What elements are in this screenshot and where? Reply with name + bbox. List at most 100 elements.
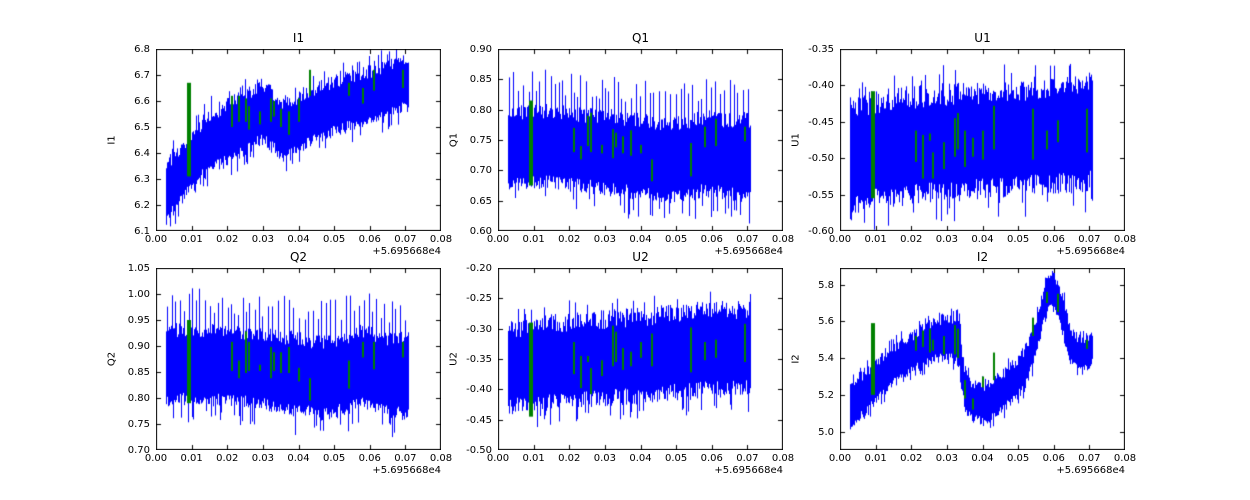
y-tick-label: 0.90 <box>469 44 492 55</box>
y-tick-label: 1.05 <box>127 263 150 274</box>
x-tick-label: 0.02 <box>900 453 923 464</box>
subplot-title-i2: I2 <box>976 250 989 264</box>
y-tick-label: -0.30 <box>466 323 492 335</box>
y-tick-label: 0.70 <box>469 165 492 177</box>
x-tick-label: 0.06 <box>1042 234 1065 245</box>
x-tick-label: 0.04 <box>971 453 994 464</box>
y-tick-label: -0.40 <box>466 384 492 396</box>
x-axis-offset-label: +5.695668e4 <box>1056 246 1125 257</box>
x-tick-label: 0.06 <box>1042 453 1065 464</box>
x-axis-offset-label: +5.695668e4 <box>372 246 441 257</box>
x-tick-label: 0.08 <box>1113 234 1137 245</box>
x-tick-label: 0.03 <box>593 234 616 245</box>
x-tick-label: 0.03 <box>593 453 616 464</box>
x-tick-label: 0.00 <box>828 453 852 464</box>
x-tick-label: 0.01 <box>864 234 887 245</box>
subplot-u2: U2 U2 +5.695668e4 0.00 0.01 0.02 0.03 0.04 0.… <box>449 250 795 476</box>
y-tick-label: -0.35 <box>466 354 492 365</box>
x-tick-label: 0.01 <box>864 453 887 464</box>
x-axis-offset-label: +5.695668e4 <box>372 465 441 476</box>
x-tick-label: 0.00 <box>486 234 510 245</box>
y-tick-label: 6.5 <box>134 122 150 133</box>
x-tick-label: 0.02 <box>216 234 239 245</box>
x-tick-label: 0.07 <box>1078 453 1101 464</box>
subplot-title-u1: U1 <box>974 31 991 45</box>
subplot-q1: Q1 Q1 +5.695668e4 0.00 0.01 0.02 0.03 0.04 0.… <box>449 31 795 257</box>
x-tick-label: 0.05 <box>322 453 346 464</box>
y-tick-label: -0.45 <box>808 116 834 128</box>
x-tick-label: 0.00 <box>828 234 852 245</box>
x-tick-label: 0.08 <box>771 234 795 245</box>
x-axis-offset-label: +5.695668e4 <box>714 246 783 257</box>
y-tick-label: -0.20 <box>466 263 492 274</box>
x-tick-label: 0.03 <box>935 234 958 245</box>
x-tick-label: 0.02 <box>558 453 581 464</box>
x-tick-label: 0.05 <box>1006 453 1030 464</box>
y-tick-label: 0.60 <box>469 226 492 237</box>
y-tick-label: 0.70 <box>127 445 150 456</box>
y-tick-label: 5.4 <box>818 353 834 365</box>
x-tick-label: 0.06 <box>358 234 381 245</box>
y-tick-label: 6.6 <box>134 96 150 107</box>
x-tick-label: 0.08 <box>429 234 453 245</box>
y-tick-label: 0.85 <box>469 74 492 86</box>
x-tick-label: 0.01 <box>522 453 545 464</box>
y-tick-label: 0.95 <box>127 315 150 326</box>
plot-canvas-i2 <box>840 268 1125 450</box>
y-tick-label: 5.0 <box>818 426 834 438</box>
y-tick-label: 6.2 <box>134 200 150 211</box>
x-tick-label: 0.00 <box>486 453 510 464</box>
subplot-title-q1: Q1 <box>631 31 650 45</box>
x-tick-label: 0.03 <box>251 453 274 464</box>
y-tick-label: 5.8 <box>818 279 834 291</box>
y-tick-label: 0.80 <box>127 393 150 404</box>
y-axis-label-q2: Q2 <box>106 351 118 367</box>
y-tick-label: 0.65 <box>469 195 492 207</box>
x-axis-offset-label: +5.695668e4 <box>1056 465 1125 476</box>
x-tick-label: 0.05 <box>322 234 346 245</box>
subplot-title-u2: U2 <box>632 250 649 264</box>
plot-canvas-q2 <box>156 268 441 450</box>
subplot-i1: I1 I1 +5.695668e4 0.00 0.01 0.02 0.03 0.04 0.… <box>107 31 453 257</box>
x-tick-label: 0.08 <box>771 453 795 464</box>
x-tick-label: 0.01 <box>180 453 203 464</box>
x-tick-label: 0.03 <box>935 453 958 464</box>
y-tick-label: -0.25 <box>466 293 492 305</box>
x-tick-label: 0.07 <box>1078 234 1101 245</box>
plot-canvas-u2 <box>498 268 783 450</box>
y-tick-label: 0.85 <box>127 367 150 378</box>
x-tick-label: 0.05 <box>1006 234 1030 245</box>
y-tick-label: 0.90 <box>127 341 150 352</box>
y-tick-label: 5.6 <box>818 316 834 328</box>
x-tick-label: 0.07 <box>394 453 417 464</box>
x-tick-label: 0.04 <box>629 234 652 245</box>
y-tick-label: 6.4 <box>134 148 150 159</box>
x-tick-label: 0.02 <box>900 234 923 245</box>
x-tick-label: 0.02 <box>216 453 239 464</box>
x-tick-label: 0.07 <box>394 234 417 245</box>
x-tick-label: 0.04 <box>287 234 310 245</box>
y-tick-label: 1.00 <box>127 289 150 300</box>
x-tick-label: 0.02 <box>558 234 581 245</box>
plot-canvas-q1 <box>498 49 783 231</box>
x-tick-label: 0.04 <box>971 234 994 245</box>
y-tick-label: -0.40 <box>808 80 834 92</box>
x-tick-label: 0.07 <box>736 453 759 464</box>
x-tick-label: 0.01 <box>180 234 203 245</box>
x-tick-label: 0.08 <box>1113 453 1137 464</box>
y-tick-label: 6.7 <box>134 70 150 81</box>
x-tick-label: 0.05 <box>664 453 688 464</box>
x-tick-label: 0.07 <box>736 234 759 245</box>
y-tick-label: 0.80 <box>469 104 492 116</box>
y-axis-label-i1: I1 <box>106 135 118 145</box>
x-tick-label: 0.04 <box>287 453 310 464</box>
y-tick-label: 6.1 <box>134 226 150 237</box>
x-tick-label: 0.06 <box>700 453 723 464</box>
y-tick-label: 6.3 <box>134 174 150 185</box>
subplot-title-i1: I1 <box>292 31 305 45</box>
y-tick-label: 0.75 <box>127 419 150 430</box>
x-tick-label: 0.08 <box>429 453 453 464</box>
x-axis-offset-label: +5.695668e4 <box>714 465 783 476</box>
x-tick-label: 0.03 <box>251 234 274 245</box>
